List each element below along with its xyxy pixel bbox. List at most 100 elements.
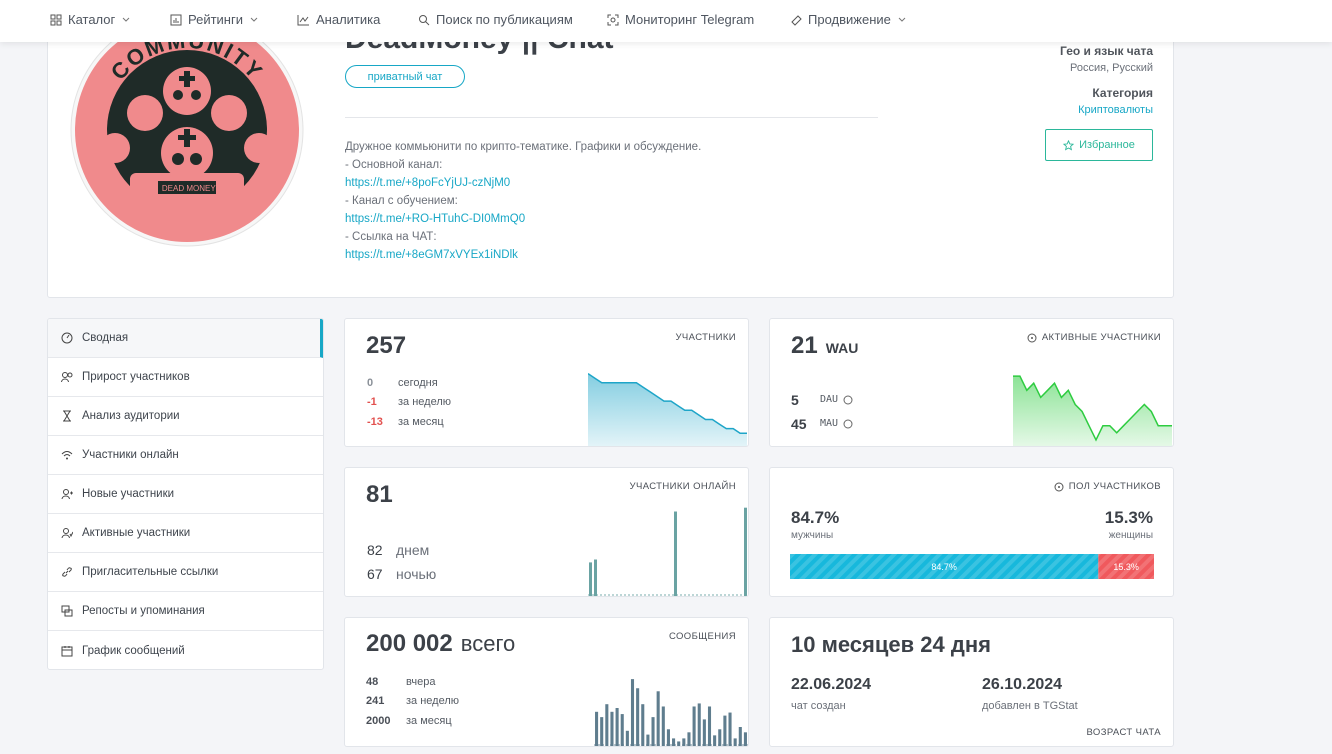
icon (419, 14, 430, 25)
area-fill (1013, 376, 1172, 446)
description-line: - Ссылка на ЧАТ: (345, 231, 437, 243)
online-chart (588, 507, 748, 596)
icon (62, 567, 72, 577)
bar (651, 717, 655, 746)
messages-caption: СООБЩЕНИЯ (668, 631, 736, 642)
category-value[interactable]: Криптовалюты (1078, 104, 1153, 116)
description-link[interactable]: https://t.me/+8poFcYjUJ-czNjM0 (345, 177, 511, 189)
bar (692, 706, 696, 746)
icon (61, 645, 73, 656)
bar (620, 714, 624, 746)
sidebar-item[interactable]: Прирост участников (48, 358, 323, 397)
line (588, 372, 747, 434)
icon (607, 14, 619, 25)
caption-text: АКТИВНЫЕ УЧАСТНИКИ (1041, 332, 1161, 343)
row-text: сегодня (398, 377, 438, 389)
row-value: 82 (367, 542, 383, 558)
favorite-button[interactable]: Избранное (1045, 129, 1153, 161)
private-badge[interactable]: приватный чат (345, 65, 465, 88)
row-value: 241 (366, 695, 385, 707)
bar (605, 704, 609, 746)
added-text: добавлен в TGStat (982, 700, 1078, 712)
messages-value: 200 002 (366, 630, 453, 657)
age-value: 10 месяцев 24 дня (791, 632, 991, 657)
sidebar-item-active[interactable]: Сводная (48, 319, 323, 358)
row-value: 2000 (366, 715, 391, 727)
nav-item[interactable]: Аналитика (297, 12, 380, 27)
bar (595, 711, 599, 746)
female-text: женщины (1108, 530, 1153, 541)
row-text: за месяц (406, 715, 452, 727)
sidebar-text: Репосты и упоминания (82, 605, 205, 617)
sidebar-item[interactable]: Новые участники (48, 475, 323, 514)
bar (589, 562, 592, 596)
male-bar-label: 84.7% (931, 562, 957, 572)
bar (600, 717, 604, 746)
info-icon (843, 395, 853, 404)
sidebar-item[interactable]: Участники онлайн (48, 436, 323, 475)
description: Дружное коммьюнити по крипто-тематике. Г… (345, 138, 701, 264)
header-card: COMMUNITY DEAD MONEY DeadMoney || Chat п… (47, 0, 1174, 298)
bar (743, 732, 747, 746)
nav-item[interactable]: Поиск по публикациям (418, 12, 573, 27)
nav-item[interactable]: Мониторинг Telegram (607, 12, 754, 27)
bar (702, 719, 706, 746)
bar (677, 741, 681, 746)
row-text: за неделю (406, 695, 460, 707)
description-link[interactable]: https://t.me/+RO-HTuhC-DI0MmQ0 (345, 213, 526, 225)
icon (61, 605, 73, 617)
nav-item[interactable]: Рейтинги (170, 12, 259, 27)
female-percent: 15.3% (1104, 508, 1153, 527)
members-card: 257 УЧАСТНИКИ 0 сегодня -1 за неделю -13… (344, 318, 749, 447)
avatar-banner-left: DEAD (162, 184, 184, 193)
row-value: -1 (367, 396, 377, 408)
bar (697, 703, 701, 746)
sidebar-text: Анализ аудитории (82, 410, 180, 422)
info-icon (843, 419, 853, 428)
online-caption: УЧАСТНИКИ ОНЛАЙН (629, 481, 736, 492)
dau-value: 5 (791, 392, 799, 408)
sidebar-text: Новые участники (82, 488, 175, 500)
male-text: мужчины (791, 530, 834, 541)
chevron (122, 17, 130, 22)
sidebar-item[interactable]: Анализ аудитории (48, 397, 323, 436)
sidebar-item[interactable]: График сообщений (48, 631, 323, 669)
nav-item[interactable]: Продвижение (790, 12, 907, 27)
messages-unit: всего (460, 631, 516, 656)
male-percent: 84.7% (791, 508, 840, 527)
divider (345, 117, 878, 118)
sidebar-text: Пригласительные ссылки (82, 566, 219, 578)
nav-text: Поиск по публикациям (436, 12, 573, 27)
row-value: 67 (367, 566, 383, 582)
bar (707, 706, 712, 746)
nav-text: Каталог (68, 12, 116, 27)
mau-text: MAU (820, 418, 839, 429)
icon (50, 14, 62, 25)
bar (615, 708, 619, 746)
bar (646, 734, 650, 746)
info-icon (1054, 482, 1064, 491)
icon (61, 489, 73, 500)
bar (733, 738, 737, 746)
bar (641, 704, 645, 746)
icon (61, 451, 73, 460)
wau-unit: WAU (825, 340, 859, 356)
row-text: за месяц (398, 416, 444, 428)
messages-chart (594, 679, 748, 746)
description-link[interactable]: https://t.me/+8eGM7xVYEx1iNDlk (345, 249, 518, 261)
nav-item[interactable]: Каталог (50, 12, 131, 27)
sidebar-item[interactable]: Пригласительные ссылки (48, 553, 323, 592)
sidebar-item[interactable]: Активные участники (48, 514, 323, 553)
sidebar-text: График сообщений (82, 644, 185, 657)
female-bar-label: 15.3% (1113, 562, 1139, 572)
messages-card: 200 002 всего СООБЩЕНИЯ 48 вчера 241 за … (344, 617, 749, 747)
gender-caption: ПОЛ УЧАСТНИКОВ (1054, 481, 1161, 492)
online-card: 81 УЧАСТНИКИ ОНЛАЙН 82 днем 67 ночью (344, 467, 749, 597)
bar (738, 727, 742, 746)
chevron (250, 17, 258, 22)
bar (610, 711, 614, 746)
description-line: - Канал с обучением: (345, 195, 458, 207)
sidebar-item[interactable]: Репосты и упоминания (48, 592, 323, 631)
nav-text: Аналитика (316, 12, 381, 27)
